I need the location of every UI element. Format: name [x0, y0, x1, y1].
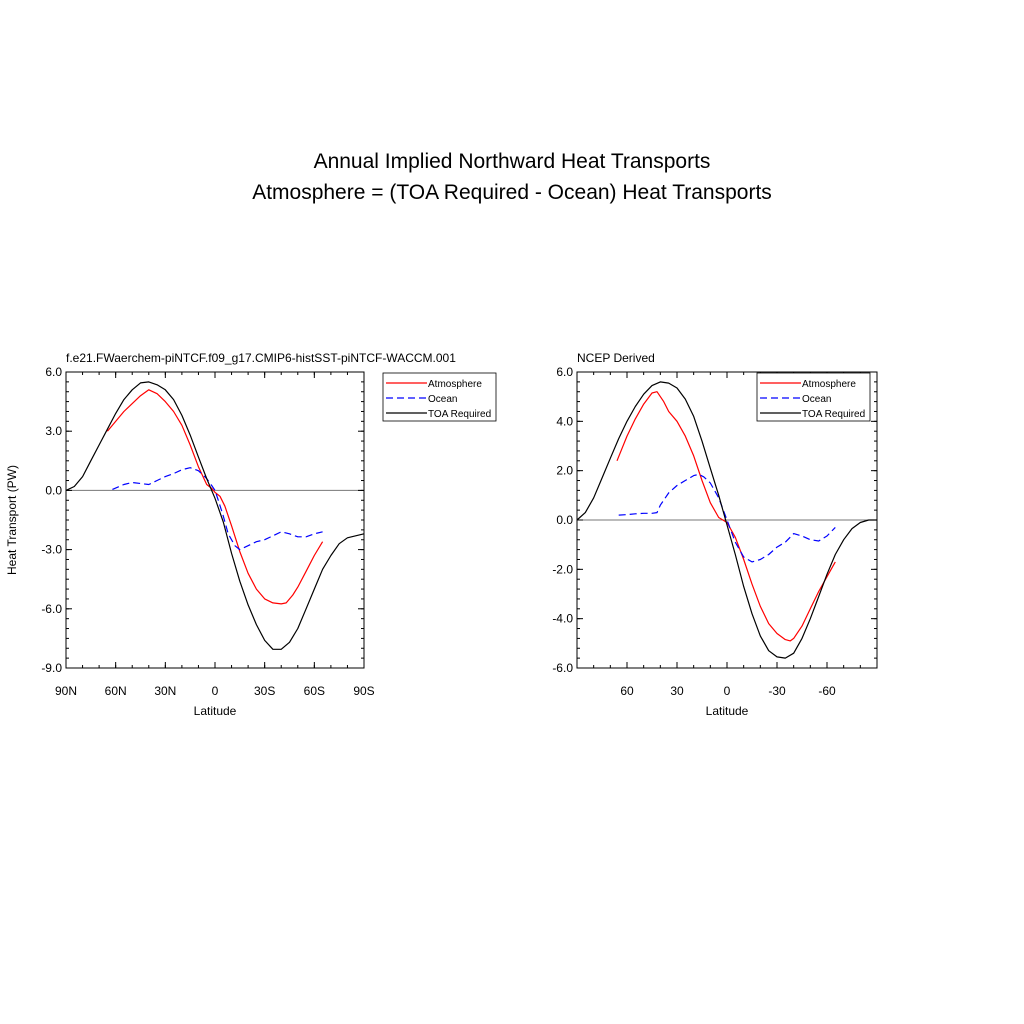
y-tick-label: -6.0: [552, 661, 573, 675]
y-tick-label: 6.0: [556, 365, 573, 379]
y-tick-label: -4.0: [552, 612, 573, 626]
chart-1: 6.0 3.0 0.0 -3.0 -6.0 -9.0 90N 60N 30N 0 30S 60S 90S…: [5, 351, 497, 718]
legend-label: Ocean: [428, 394, 457, 405]
chart-2: 6.0 4.0 2.0 0.0 -2.0 -4.0 -6.0 60 30 0 -30 -60 Latit…: [552, 351, 878, 718]
legend-label: Atmosphere: [428, 379, 482, 390]
x-tick-label: 60S: [304, 684, 325, 698]
x-tick-label: 60N: [105, 684, 127, 698]
legend: Atmosphere Ocean TOA Required: [756, 372, 871, 422]
series-line-ocean: [112, 467, 323, 551]
x-tick-label: 60: [620, 684, 634, 698]
legend-label: Atmosphere: [802, 379, 856, 390]
x-tick-label: -30: [768, 684, 786, 698]
series-line-atmosphere: [106, 389, 324, 605]
x-tick-label: 90N: [55, 684, 77, 698]
y-tick-label: 4.0: [556, 414, 573, 428]
legend-label: Ocean: [802, 394, 831, 405]
y-axis-label: Heat Transport (PW): [5, 465, 19, 575]
series-line-toa-required: [65, 381, 365, 650]
y-tick-label: -9.0: [41, 661, 62, 675]
y-tick-label: -2.0: [552, 562, 573, 576]
y-tick-label: 6.0: [45, 365, 62, 379]
x-tick-label: 90S: [353, 684, 374, 698]
plot-frame: [65, 371, 365, 669]
series-line-toa-required: [576, 381, 877, 659]
y-tick-label: 3.0: [45, 424, 62, 438]
series-line-atmosphere: [616, 391, 836, 642]
x-tick-label: 30: [670, 684, 684, 698]
x-axis-label: Latitude: [706, 704, 749, 718]
x-axis-label: Latitude: [194, 704, 237, 718]
x-tick-label: 0: [724, 684, 731, 698]
chart-title: f.e21.FWaerchem-piNTCF.f09_g17.CMIP6-his…: [66, 351, 456, 365]
page-title: Annual Implied Northward Heat Transports: [313, 150, 711, 173]
x-tick-label: 30S: [254, 684, 275, 698]
y-tick-label: 0.0: [45, 483, 62, 497]
page-subtitle: Atmosphere = (TOA Required - Ocean) Heat…: [252, 181, 772, 204]
y-tick-label: -3.0: [41, 543, 62, 557]
x-tick-label: 0: [212, 684, 219, 698]
legend-label: TOA Required: [428, 409, 491, 420]
y-tick-label: -6.0: [41, 602, 62, 616]
legend: Atmosphere Ocean TOA Required: [382, 372, 497, 422]
y-tick-label: 0.0: [556, 513, 573, 527]
chart-title: NCEP Derived: [577, 351, 655, 365]
series-line-ocean: [618, 473, 836, 563]
x-tick-label: -60: [818, 684, 836, 698]
y-tick-label: 2.0: [556, 464, 573, 478]
x-tick-label: 30N: [154, 684, 176, 698]
legend-label: TOA Required: [802, 409, 865, 420]
